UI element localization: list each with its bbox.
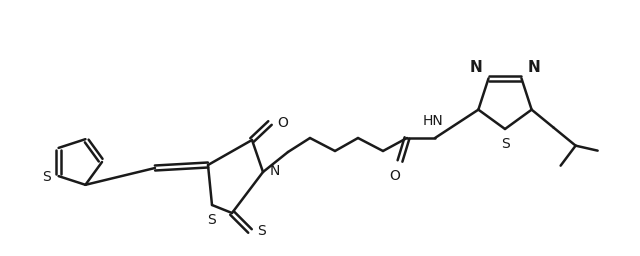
Text: HN: HN xyxy=(422,114,444,128)
Text: S: S xyxy=(207,213,216,227)
Text: N: N xyxy=(270,164,280,178)
Text: O: O xyxy=(390,169,401,183)
Text: N: N xyxy=(470,60,483,75)
Text: N: N xyxy=(527,60,540,75)
Text: S: S xyxy=(500,137,509,151)
Text: O: O xyxy=(277,116,288,130)
Text: S: S xyxy=(257,224,266,238)
Text: S: S xyxy=(42,170,51,184)
